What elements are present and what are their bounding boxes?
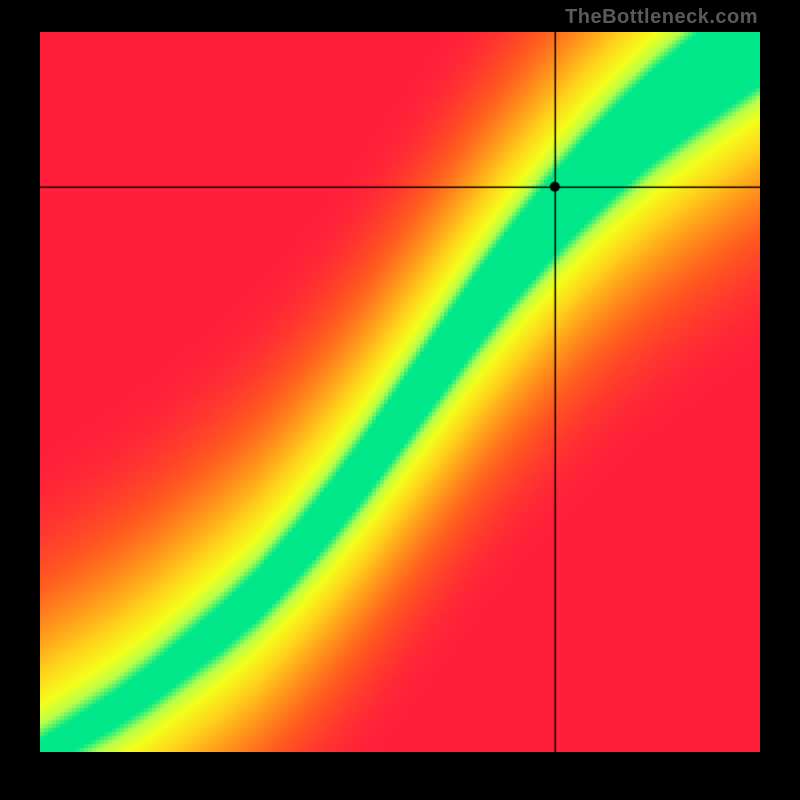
heatmap-canvas (40, 32, 760, 752)
watermark-text: TheBottleneck.com (565, 6, 758, 29)
heatmap-plot (40, 32, 760, 752)
chart-container: TheBottleneck.com (0, 0, 800, 800)
